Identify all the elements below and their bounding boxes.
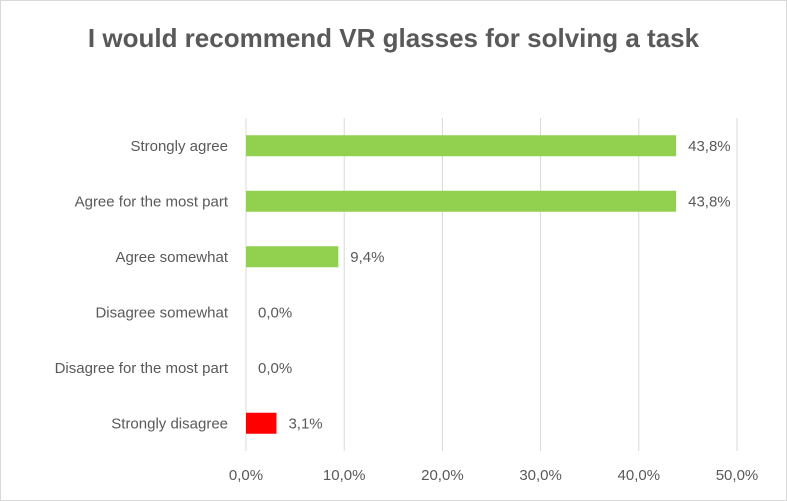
- value-label: 43,8%: [688, 193, 731, 210]
- gridlines: [245, 118, 738, 451]
- value-label: 0,0%: [258, 304, 292, 321]
- bar: [246, 246, 339, 268]
- category-label: Agree for the most part: [75, 193, 229, 210]
- x-tick-label: 30,0%: [519, 467, 562, 484]
- value-label: 0,0%: [258, 360, 292, 377]
- category-label: Disagree for the most part: [55, 360, 229, 377]
- category-label: Agree somewhat: [115, 249, 228, 266]
- x-tick-label: 0,0%: [229, 467, 263, 484]
- x-tick-label: 40,0%: [618, 467, 661, 484]
- bars: [246, 135, 677, 434]
- value-label: 9,4%: [350, 249, 384, 266]
- x-tick-label: 50,0%: [716, 467, 759, 484]
- bar: [246, 135, 677, 157]
- x-tick-label: 20,0%: [421, 467, 464, 484]
- bar: [246, 190, 677, 212]
- value-label: 3,1%: [288, 415, 322, 432]
- category-label: Strongly disagree: [111, 415, 228, 432]
- x-tick-label: 10,0%: [323, 467, 366, 484]
- value-label: 43,8%: [688, 138, 731, 155]
- chart-title: I would recommend VR glasses for solving…: [87, 23, 700, 53]
- bar: [246, 412, 277, 434]
- category-label: Strongly agree: [130, 138, 228, 155]
- category-label: Disagree somewhat: [95, 304, 228, 321]
- labels: 0,0% 10,0% 20,0% 30,0% 40,0% 50,0% Strongly ag…: [55, 138, 759, 484]
